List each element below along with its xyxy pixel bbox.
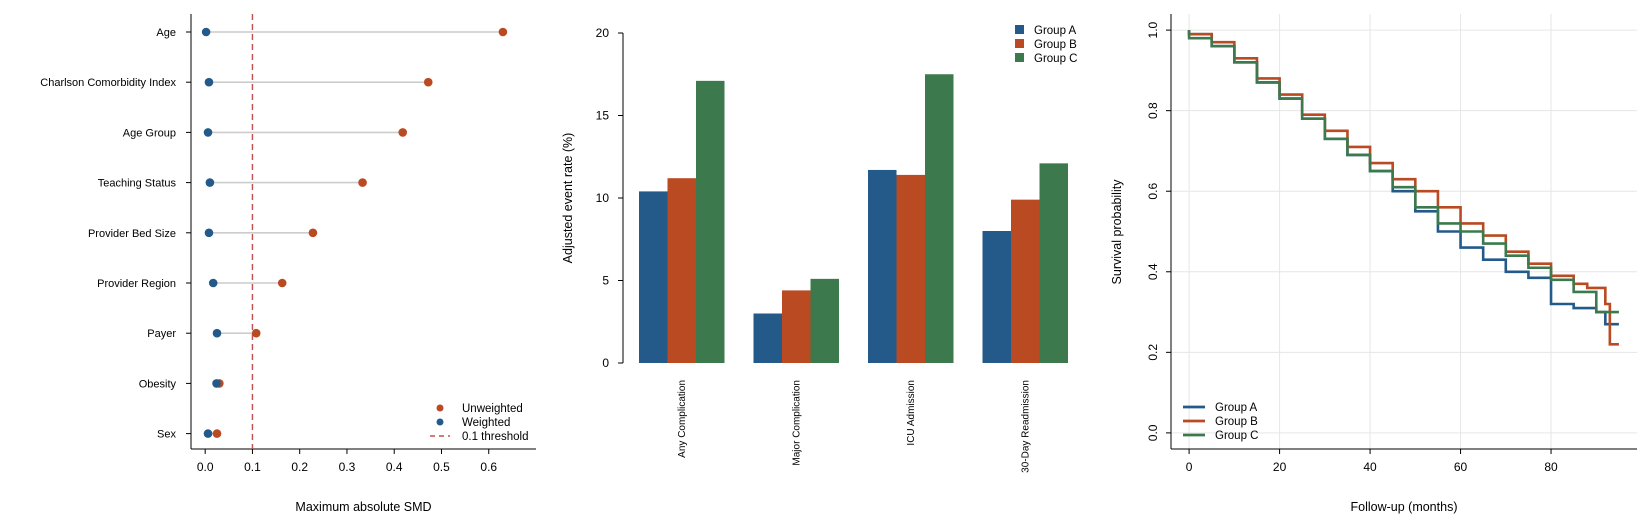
unweighted-point: [308, 228, 318, 238]
bar-group-c-any-complication: [696, 80, 725, 363]
y-tick-label: 0: [602, 356, 609, 370]
x-tick-label: 0.1: [244, 460, 261, 474]
legend-label-group-a: Group A: [1215, 402, 1258, 414]
bar-group-c-30-day-readmission: [1039, 163, 1068, 363]
bar-group-b-30-day-readmission: [1011, 199, 1040, 363]
x-tick-label: 80: [1544, 460, 1558, 474]
unweighted-point: [277, 278, 287, 288]
y-tick-label: 15: [596, 109, 610, 123]
weighted-point: [204, 77, 214, 87]
x-tick-label: 20: [1273, 460, 1287, 474]
category-label-payer: Payer: [147, 328, 176, 340]
weighted-point: [204, 228, 214, 238]
x-tick-label: 0.0: [197, 460, 214, 474]
x-tick-label: 60: [1454, 460, 1468, 474]
y-tick-label: 0.2: [1146, 344, 1160, 361]
weighted-point: [212, 379, 221, 388]
legend-label-unweighted: Unweighted: [462, 403, 523, 415]
weighted-point: [203, 128, 213, 137]
y-tick-label: 0.8: [1146, 102, 1160, 119]
y-tick-label: 10: [596, 191, 610, 205]
legend-label-group-b: Group B: [1034, 39, 1077, 51]
legend-marker-group-c: [1015, 53, 1024, 62]
bar-group-b-major-complication: [782, 290, 811, 363]
legend-marker-group-a: [1015, 25, 1024, 34]
weighted-point: [201, 27, 211, 37]
category-label-charlson-comorbidity-index: Charlson Comorbidity Index: [40, 77, 176, 89]
legend-marker-unweighted: [436, 404, 444, 412]
x-category-label-icu-admission: ICU Admission: [906, 380, 917, 446]
category-label-provider-region: Provider Region: [97, 278, 176, 290]
weighted-point: [203, 429, 213, 438]
bar-group-c-major-complication: [810, 278, 839, 363]
bar-group-a-any-complication: [639, 191, 668, 363]
smd-lollipop-panel: 0.0 0.1 0.2 0.3 0.4 0.5 0.6 Age Charlson Comorbi…: [40, 14, 536, 514]
legend-label-group-c: Group C: [1034, 53, 1077, 65]
x-axis-title: Maximum absolute SMD: [295, 500, 431, 514]
category-label-age-group: Age Group: [123, 127, 176, 139]
category-label-provider-bed-size: Provider Bed Size: [88, 228, 176, 240]
x-category-label-any-complication: Any Complication: [677, 380, 688, 458]
unweighted-point: [251, 328, 261, 338]
x-axis-title: Follow-up (months): [1351, 500, 1458, 514]
y-tick-label: 0.6: [1146, 183, 1160, 200]
x-tick-label: 40: [1363, 460, 1377, 474]
unweighted-point: [498, 27, 508, 37]
x-tick-label: 0.3: [339, 460, 356, 474]
unweighted-point: [358, 178, 367, 187]
bar-group-b-any-complication: [667, 178, 696, 363]
bar-group-a-icu-admission: [868, 169, 897, 363]
weighted-point: [205, 178, 215, 187]
survival-curve-group-c: [1187, 30, 1619, 314]
legend-label-group-c: Group C: [1215, 430, 1258, 442]
y-tick-label: 20: [596, 26, 610, 40]
bar-group-c-icu-admission: [925, 74, 954, 363]
unweighted-point: [423, 77, 433, 87]
category-label-sex: Sex: [157, 429, 176, 441]
legend-label-group-b: Group B: [1215, 416, 1258, 428]
unweighted-point: [398, 128, 408, 137]
unweighted-point: [212, 429, 222, 438]
x-tick-label: 0.2: [291, 460, 308, 474]
category-label-obesity: Obesity: [139, 378, 177, 390]
x-tick-label: 0.6: [480, 460, 497, 474]
x-tick-label: 0: [1186, 460, 1193, 474]
x-tick-label: 0.4: [386, 460, 403, 474]
y-tick-label: 1.0: [1146, 21, 1160, 38]
y-tick-label: 0.4: [1146, 263, 1160, 280]
event-rate-bar-panel: 0 5 10 15 20 Any Complication Major Complicati…: [561, 25, 1077, 473]
bar-group-a-30-day-readmission: [982, 231, 1011, 363]
legend-label-weighted: Weighted: [462, 417, 510, 429]
legend-marker-weighted: [436, 418, 444, 426]
y-axis-title: Survival probability: [1110, 179, 1124, 285]
x-tick-label: 0.5: [433, 460, 450, 474]
legend-label-threshold: 0.1 threshold: [462, 431, 529, 443]
weighted-point: [208, 278, 218, 288]
survival-curve-group-b: [1187, 30, 1619, 346]
y-tick-label: 0.0: [1146, 424, 1160, 441]
bar-group-a-major-complication: [753, 313, 782, 363]
weighted-point: [212, 328, 222, 338]
bar-group-b-icu-admission: [896, 174, 925, 363]
y-axis-title: Adjusted event rate (%): [561, 133, 575, 264]
category-label-age: Age: [156, 27, 176, 39]
category-label-teaching-status: Teaching Status: [98, 178, 177, 190]
x-category-label-30-day-readmission: 30-Day Readmission: [1020, 380, 1031, 473]
x-category-label-major-complication: Major Complication: [791, 380, 802, 466]
y-tick-label: 5: [602, 274, 609, 288]
legend-label-group-a: Group A: [1034, 25, 1077, 37]
legend-marker-group-b: [1015, 39, 1024, 48]
survival-curve-panel: 0 20 40 60 80 0.0 0.2 0.4 0.6 0.8 1.0 Follow-up (mo…: [1110, 14, 1637, 514]
